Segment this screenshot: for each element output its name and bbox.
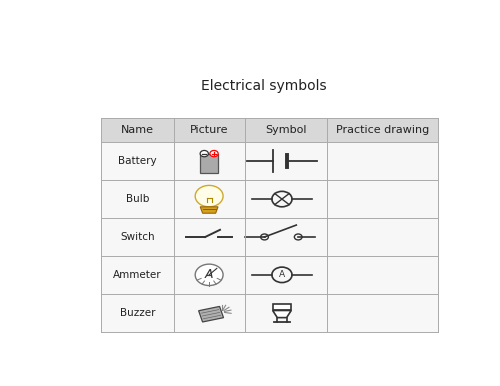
Bar [101,218,438,256]
Circle shape [195,264,223,286]
Text: Battery: Battery [118,156,157,166]
Text: Ammeter: Ammeter [113,270,162,280]
Bar [200,154,218,173]
Circle shape [195,185,223,207]
Text: Symbol: Symbol [265,125,306,135]
Text: Practice drawing: Practice drawing [336,125,430,135]
Circle shape [200,151,208,157]
Bar [101,256,438,294]
Polygon shape [198,306,224,322]
Bar [101,294,438,332]
Bar [101,142,438,180]
Text: Picture: Picture [190,125,228,135]
Text: Electrical symbols: Electrical symbols [201,80,327,93]
Text: A: A [279,270,285,279]
Circle shape [210,151,218,157]
Bar [272,304,291,310]
Text: Bulb: Bulb [126,194,149,204]
Text: Buzzer: Buzzer [120,308,155,318]
Bar [101,180,438,218]
Text: Switch: Switch [120,232,155,242]
Text: A: A [205,268,214,281]
Polygon shape [272,310,291,318]
Text: Name: Name [121,125,154,135]
Bar [101,118,438,142]
Polygon shape [200,207,218,213]
